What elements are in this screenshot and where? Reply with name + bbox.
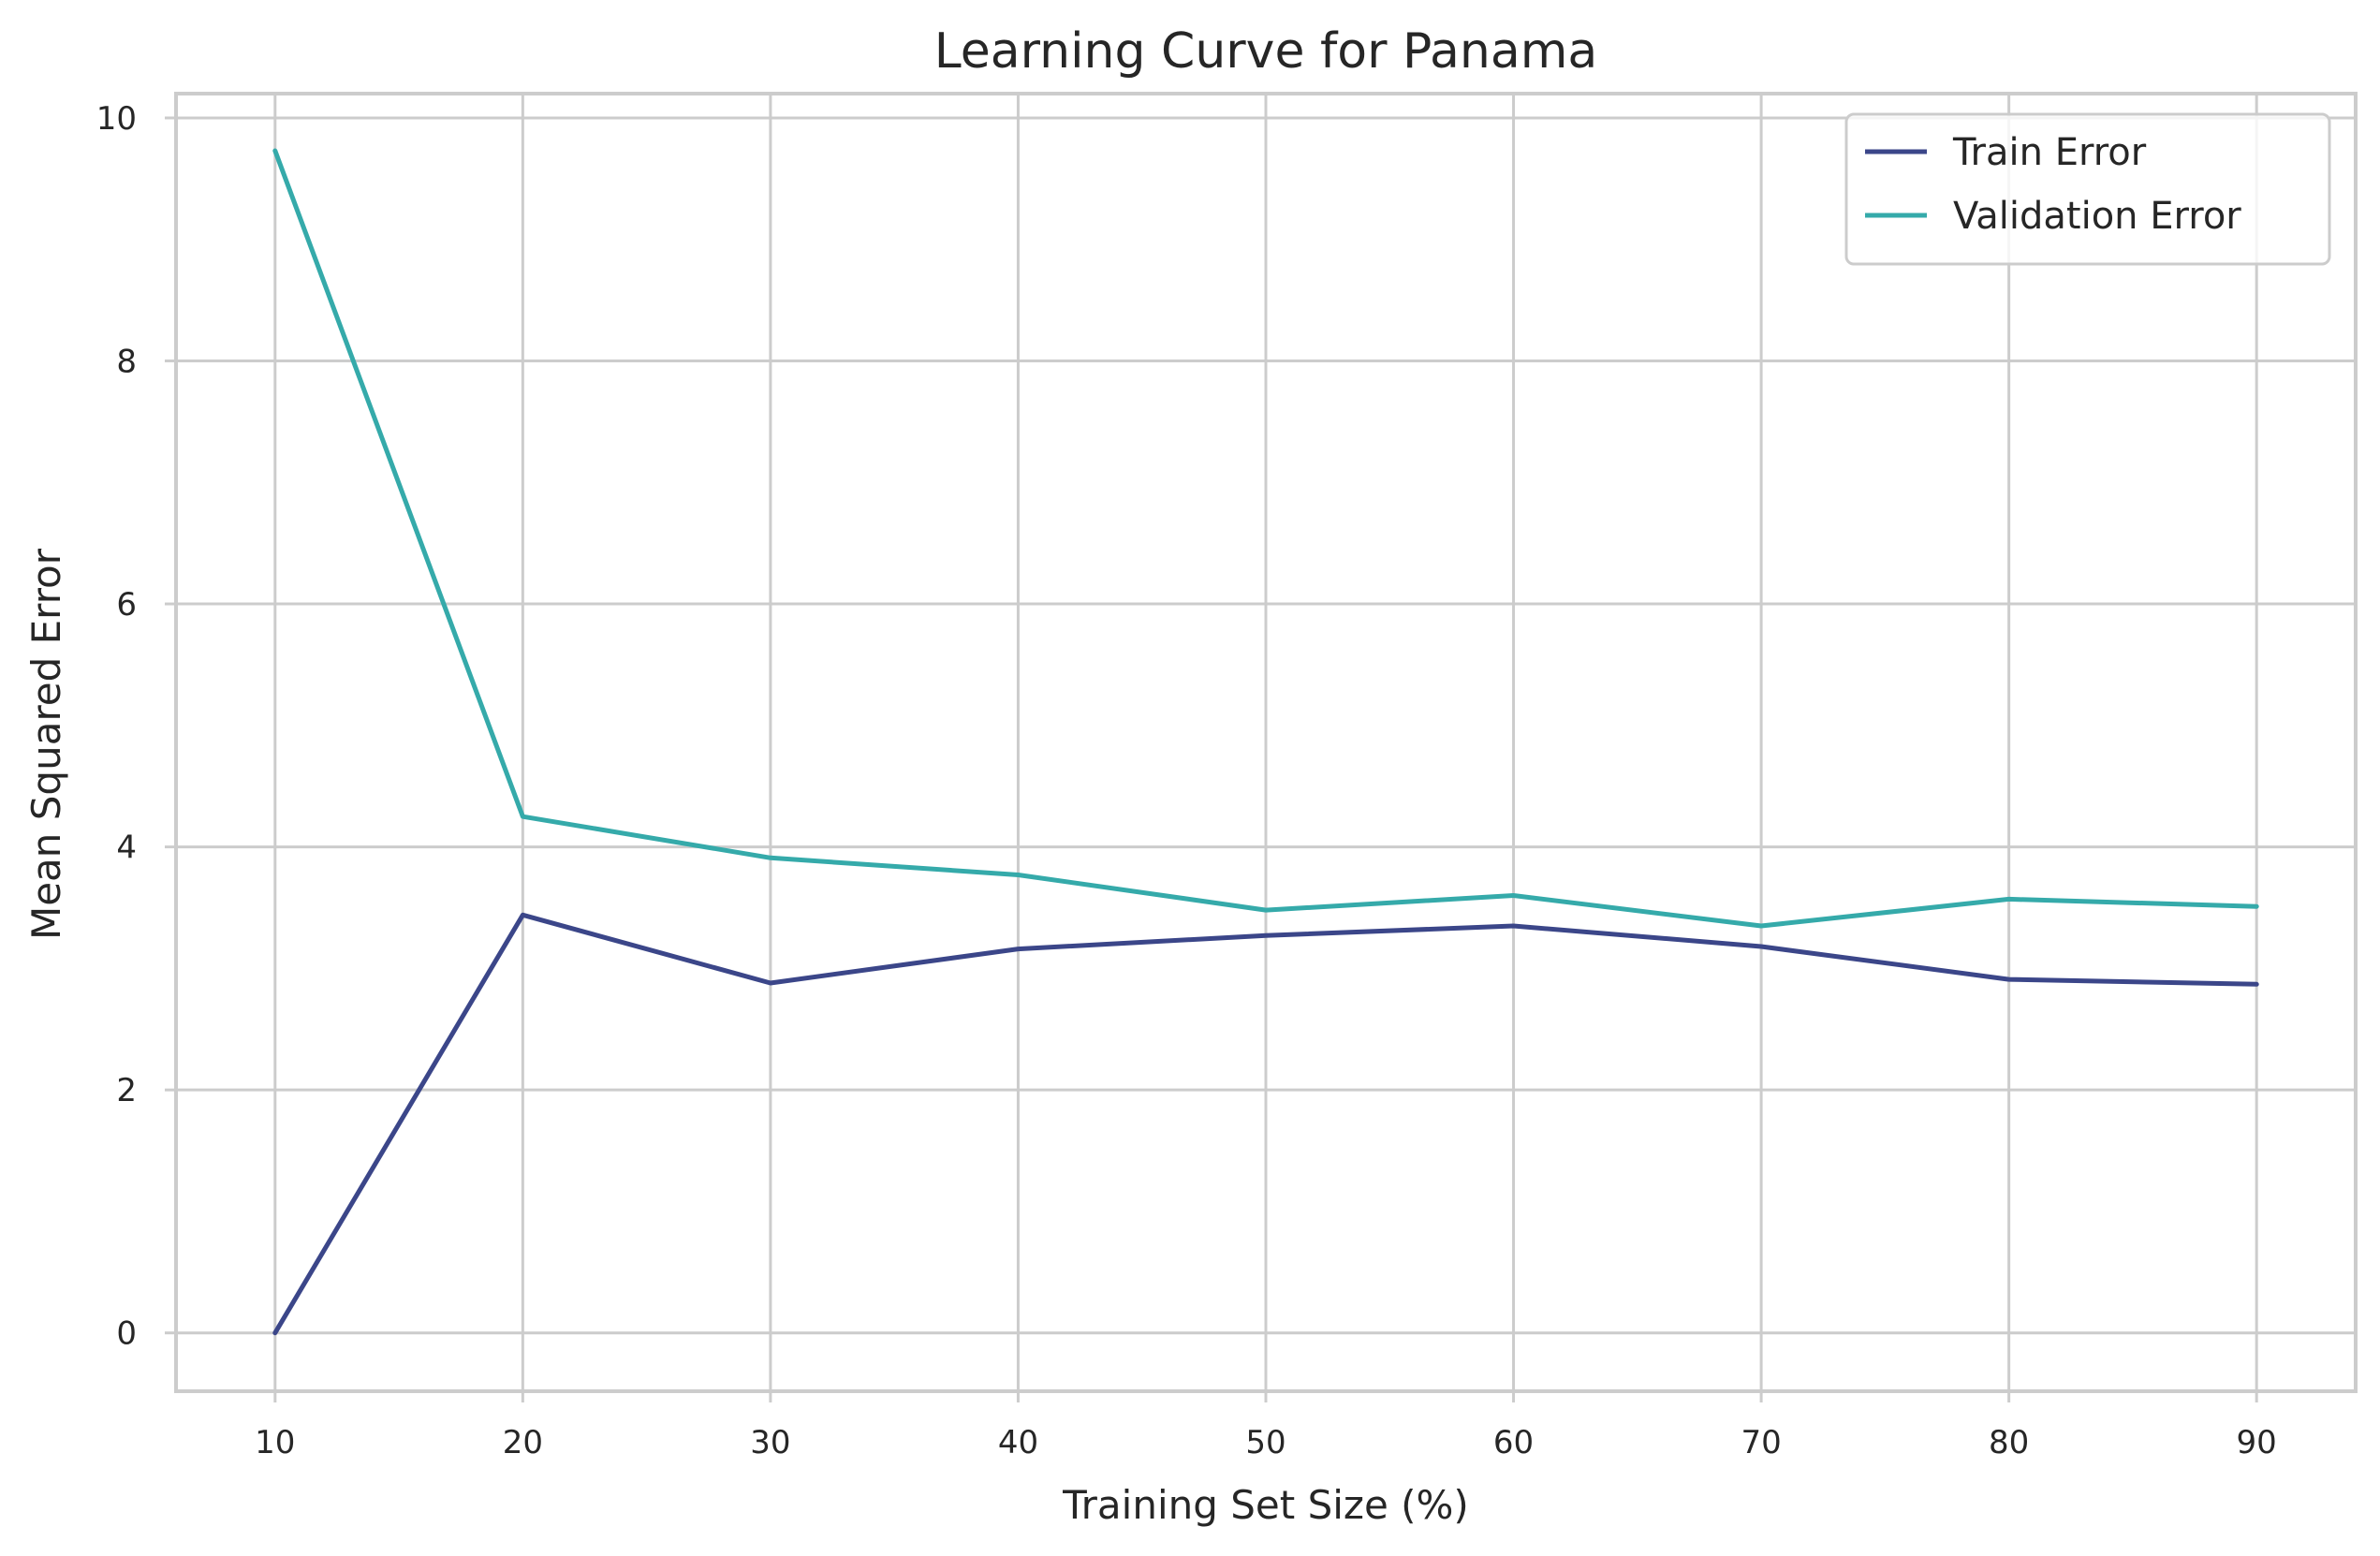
x-tick-label: 30 (750, 1424, 790, 1461)
series-line-validation-error (272, 148, 2259, 929)
x-tick-label: 10 (255, 1424, 295, 1461)
y-tick-label: 2 (116, 1072, 137, 1109)
x-tick-label: 80 (1989, 1424, 2029, 1461)
x-axis-title: Training Set Size (%) (1062, 1482, 1469, 1528)
y-tick-label: 0 (116, 1315, 137, 1353)
y-tick-label: 6 (116, 586, 137, 624)
series-lines (272, 148, 2259, 1336)
y-tick-labels: 0 2 4 6 8 10 (96, 100, 176, 1353)
legend: Train Error Validation Error (1844, 112, 2331, 266)
x-tick-label: 20 (503, 1424, 543, 1461)
chart-title: Learning Curve for Panama (934, 23, 1597, 80)
y-tick-label: 10 (96, 100, 137, 138)
legend-label: Validation Error (1953, 195, 2241, 238)
x-tick-label: 70 (1741, 1424, 1781, 1461)
x-tick-label: 40 (998, 1424, 1038, 1461)
y-tick-label: 8 (116, 344, 137, 381)
y-tick-label: 4 (116, 829, 137, 867)
x-tick-labels: 10 20 30 40 50 60 70 80 90 (255, 1391, 2277, 1461)
grid-lines (176, 94, 2356, 1391)
x-tick-label: 90 (2237, 1424, 2277, 1461)
y-axis-title: Mean Squared Error (23, 548, 69, 940)
legend-box (1844, 112, 2331, 266)
series-line-train-error (272, 912, 2259, 1336)
x-tick-label: 60 (1493, 1424, 1534, 1461)
x-tick-label: 50 (1245, 1424, 1285, 1461)
legend-label: Train Error (1952, 131, 2147, 174)
